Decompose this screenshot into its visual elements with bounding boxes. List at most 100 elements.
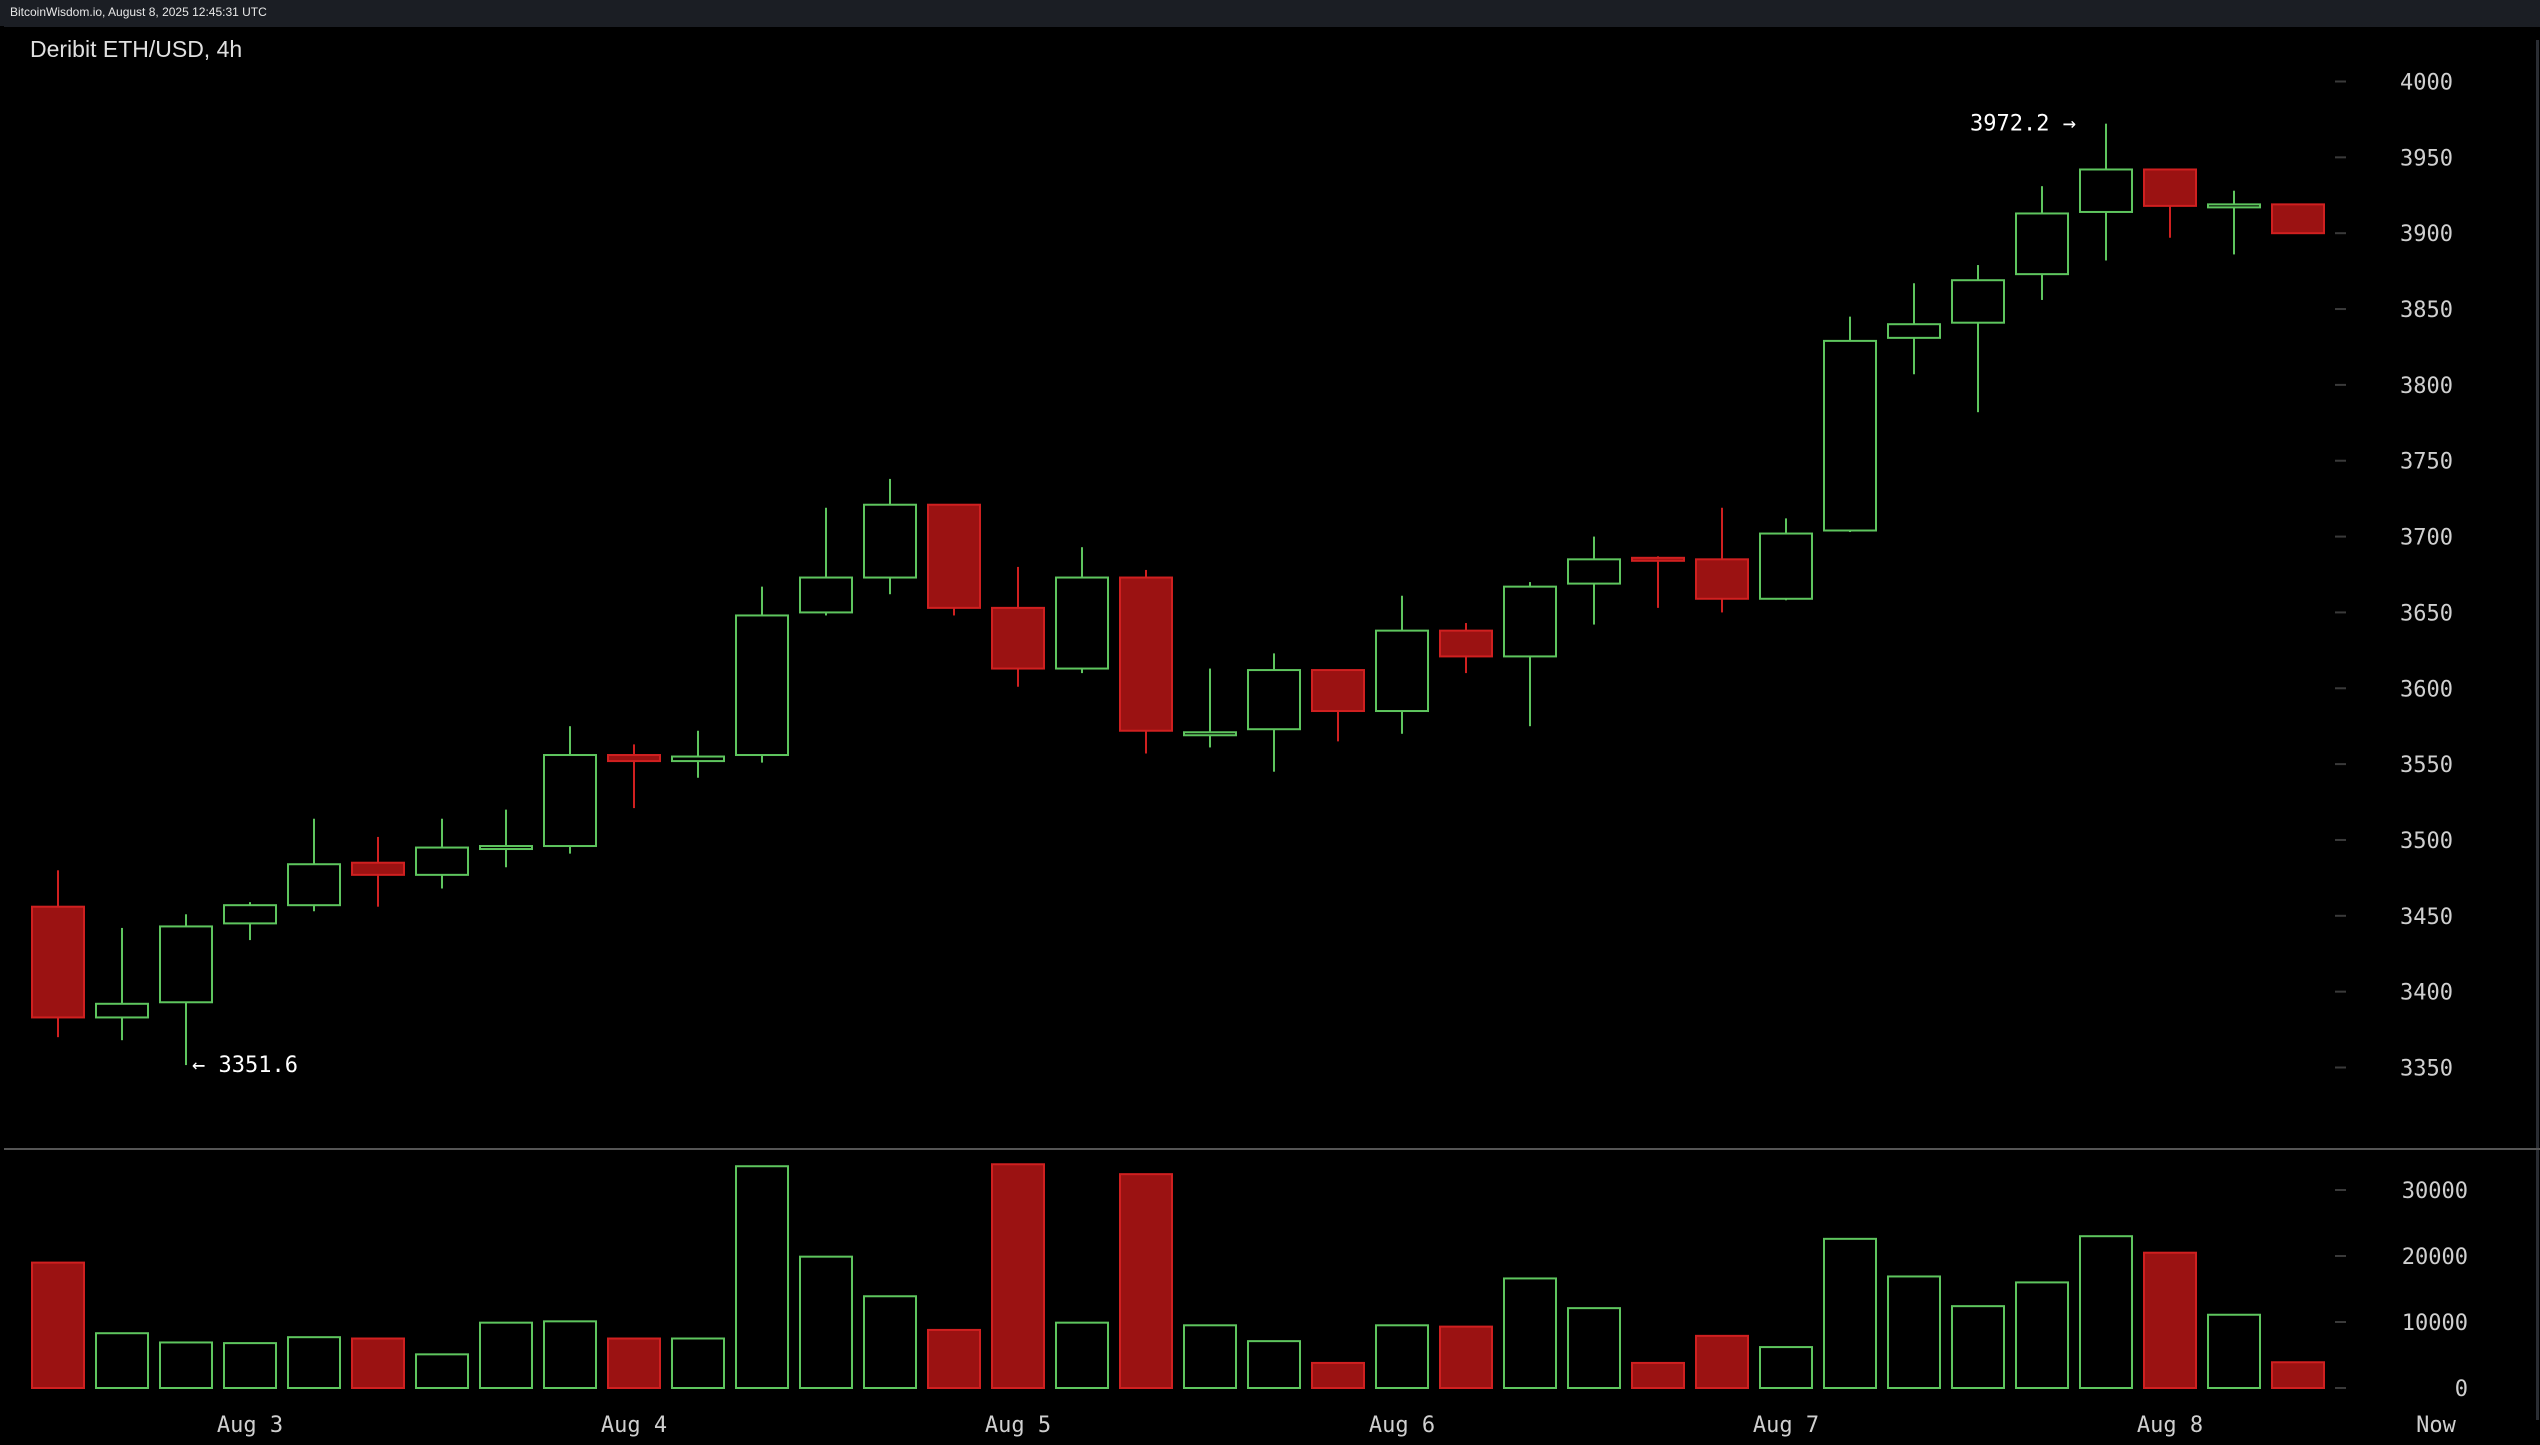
candle-body [1887,323,1941,339]
price-tick-label: 3400 [2400,981,2453,1006]
candle-up [543,726,597,854]
candle-body [671,755,725,763]
price-tick-label: 3550 [2400,753,2453,778]
volume-bars [31,1163,2325,1390]
candle-down [2143,168,2197,238]
candle-up [1183,668,1237,748]
candle-down [31,870,85,1038]
candle-down [1439,623,1493,674]
candle-body [607,754,661,763]
candle-down [927,503,981,616]
price-tick-label: 3750 [2400,450,2453,475]
volume-bar-down [607,1337,661,1389]
candle-body [543,754,597,848]
volume-bar-up [735,1165,789,1389]
candle-body [2207,203,2261,209]
candle-body [287,863,341,907]
candle-up [415,818,469,889]
candle-down [1631,556,1685,608]
volume-bar-up [223,1342,277,1389]
candle-body [1183,731,1237,737]
high-annotation: 3972.2 → [1970,112,2076,137]
candle-body [991,606,1045,670]
candle-up [159,914,213,1066]
candle-up [95,927,149,1041]
volume-bar-down [991,1163,1045,1390]
candle-body [1311,669,1365,713]
price-tick-label: 4000 [2400,71,2453,96]
candle-down [991,566,1045,687]
candle-body [1119,576,1173,732]
volume-bar-up [95,1332,149,1389]
volume-bar-down [351,1337,405,1389]
time-axis-label: Aug 6 [1369,1413,1435,1438]
chart-frame [4,26,2540,1445]
price-axis: 3350 3400 3450 3500 3550 3600 3650 3700 3750 3800… [2335,71,2453,1082]
candle-body [1567,558,1621,585]
candle-up [735,586,789,763]
candle-up [863,478,917,595]
candle-up [1247,653,1301,772]
candle-body [927,503,981,609]
volume-bar-down [1695,1334,1749,1389]
candle-up [1887,283,1941,375]
price-tick-label: 3950 [2400,146,2453,171]
title-bar: BitcoinWisdom.io, August 8, 2025 12:45:3… [0,0,2540,26]
volume-tick-label: 20000 [2402,1245,2468,1270]
volume-bar-up [1375,1324,1429,1390]
candle-body [1055,576,1109,670]
candle-up [2079,123,2133,261]
volume-bar-up [2079,1235,2133,1389]
candle-body [735,614,789,757]
candle-body [1759,532,1813,600]
volume-bar-up [863,1295,917,1390]
volume-bar-up [287,1336,341,1390]
volume-bar-up [2015,1281,2069,1390]
price-tick-label: 3450 [2400,905,2453,930]
volume-bar-up [1503,1277,1557,1389]
chart-title: Deribit ETH/USD, 4h [30,36,243,62]
candle-up [287,818,341,912]
candle-body [31,905,85,1019]
volume-bar-up [1951,1305,2005,1390]
volume-bar-down [31,1261,85,1389]
volume-bar-down [2143,1251,2197,1389]
candle-up [1823,316,1877,533]
volume-bar-up [1887,1275,1941,1389]
candle-up [2015,186,2069,300]
candle-up [223,902,277,941]
candle-up [1055,547,1109,674]
time-axis-label: Aug 3 [217,1413,283,1438]
time-axis-label: Now [2416,1413,2456,1438]
price-tick-label: 3700 [2400,526,2453,551]
candle-body [415,846,469,876]
volume-tick-label: 30000 [2402,1179,2468,1204]
volume-bar-down [1631,1361,1685,1390]
volume-bar-up [1823,1237,1877,1389]
candle-up [1567,536,1621,625]
candle-body [1695,558,1749,600]
candle-body [479,845,533,851]
volume-bar-up [159,1341,213,1389]
volume-tick-label: 10000 [2402,1311,2468,1336]
candle-up [1375,595,1429,734]
candle-body [1375,629,1429,713]
candle-body [2143,168,2197,207]
candle-body [1631,556,1685,562]
candle-down [351,836,405,907]
source-timestamp: BitcoinWisdom.io, August 8, 2025 12:45:3… [10,5,267,19]
volume-bar-up [1759,1346,1813,1389]
volume-bar-up [1247,1340,1301,1390]
time-axis-label: Aug 4 [601,1413,667,1438]
time-axis: Aug 3 Aug 4 Aug 5 Aug 6 Aug 7 Aug 8 Now [217,1413,2457,1438]
candle-up [799,507,853,616]
price-tick-label: 3600 [2400,677,2453,702]
candle-down [1311,669,1365,742]
volume-bar-down [1439,1325,1493,1389]
volume-tick-label: 0 [2455,1377,2468,1402]
low-annotation: ← 3351.6 [192,1053,298,1078]
candle-up [1503,582,1557,727]
price-panel-scroll-indicator[interactable] [2536,40,2539,1420]
volume-bar-up [1183,1324,1237,1390]
